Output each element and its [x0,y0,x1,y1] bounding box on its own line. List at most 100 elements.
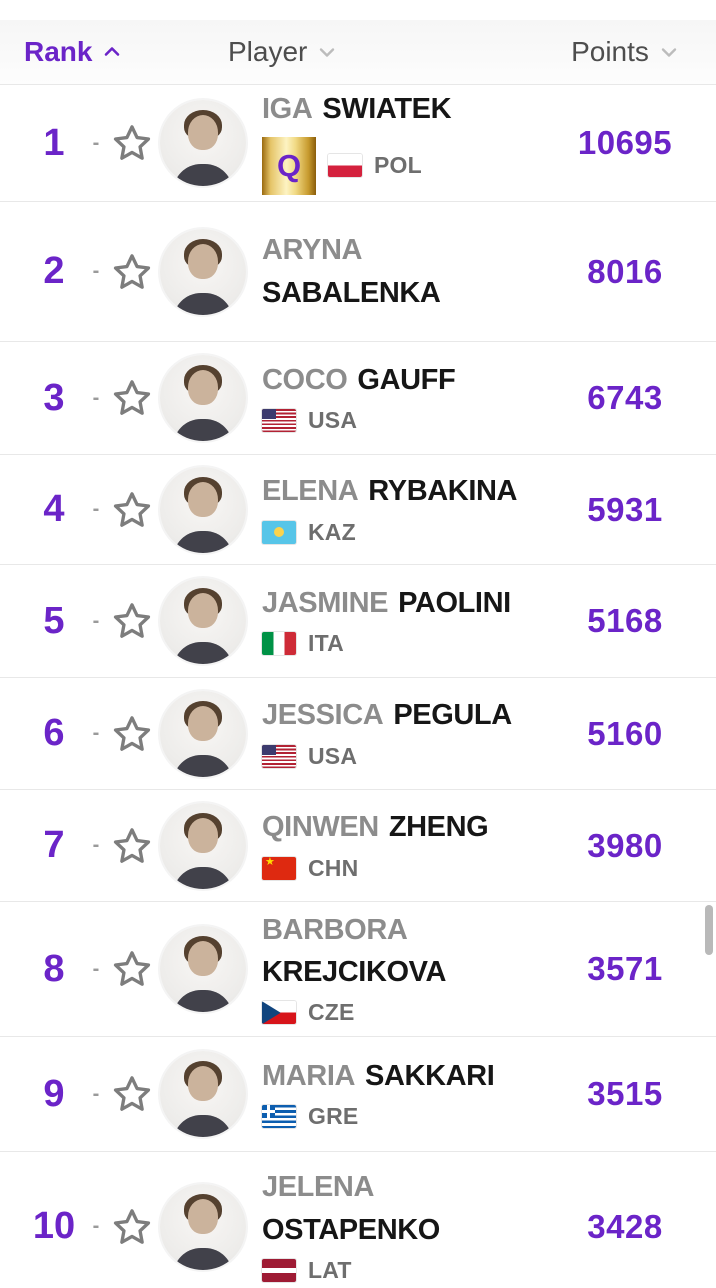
table-row[interactable]: 6 - JESSICA PEGULA USA 5160 [0,678,716,790]
points-value: 3428 [587,1207,663,1245]
cze-flag-icon [262,1001,296,1025]
player-photo[interactable] [160,926,246,1012]
avatar-face [188,370,218,405]
usa-flag-icon [262,409,296,433]
rank-movement-indicator: - [92,131,100,154]
player-name-line1: MARIA SAKKARI [262,1058,550,1094]
chevron-up-icon [105,47,120,56]
favorite-star-icon[interactable] [108,377,156,419]
table-row[interactable]: 1 - IGA SWIATEK Q POL 10695 [0,85,716,202]
player-name-line1: BARBORA [262,912,550,948]
rank-movement-indicator: - [92,260,100,282]
player-country-line: USA [262,407,550,434]
player-last-name: SABALENKA [262,276,441,309]
player-last-name: KREJCIKOVA [262,956,446,988]
player-first-name: JASMINE [262,586,389,619]
rank-movement-indicator: - [92,386,100,409]
player-name-cell[interactable]: JESSICA PEGULA USA [262,697,550,769]
avatar-face [188,1198,218,1234]
favorite-star-icon[interactable] [108,1073,156,1115]
player-photo[interactable] [160,1183,246,1270]
kaz-flag-icon [262,520,296,544]
country-code: USA [308,742,358,769]
avatar-shoulders [173,164,233,186]
table-row[interactable]: 2 - ARYNA SABALENKA 8016 [0,202,716,342]
column-header-player[interactable]: Player [228,36,550,68]
rank-number: 7 [43,824,65,866]
rank-number: 3 [43,376,65,419]
player-photo[interactable] [160,690,246,777]
table-row[interactable]: 7 - QINWEN ZHENG ★ CHN 3980 [0,790,716,902]
table-row[interactable]: 10 - JELENA OSTAPENKO LAT 3428 [0,1152,716,1288]
favorite-star-icon[interactable] [108,251,156,293]
player-country-line: GRE [262,1103,550,1130]
table-row[interactable]: 4 - ELENA RYBAKINA KAZ 5931 [0,455,716,565]
player-first-name: IGA [262,93,313,126]
player-name-cell[interactable]: JASMINE PAOLINI ITA [262,585,550,657]
player-photo[interactable] [160,578,246,664]
favorite-star-icon[interactable] [108,600,156,642]
player-name-cell[interactable]: JELENA OSTAPENKO LAT [262,1169,550,1284]
player-name-line1: QINWEN ZHENG [262,809,550,845]
rank-movement-indicator: - [92,1215,100,1237]
player-country-line: LAT [262,1257,550,1284]
avatar-shoulders [173,1115,233,1137]
player-name-cell[interactable]: MARIA SAKKARI GRE [262,1058,550,1130]
player-photo[interactable] [160,355,246,441]
ita-flag-icon [262,632,296,656]
table-row[interactable]: 5 - JASMINE PAOLINI ITA 5168 [0,565,716,678]
player-name-cell[interactable]: ARYNA SABALENKA [262,232,550,311]
player-name-cell[interactable]: IGA SWIATEK Q POL [262,91,550,195]
player-country-line: USA [262,743,550,770]
player-photo[interactable] [160,466,246,553]
player-photo[interactable] [160,100,246,186]
favorite-star-icon[interactable] [108,713,156,755]
player-last-name: PAOLINI [398,586,511,619]
table-row[interactable]: 9 - MARIA SAKKARI GRE 3515 [0,1037,716,1152]
rank-movement-indicator: - [92,722,100,744]
player-name-line1: ARYNA [262,232,550,268]
points-value: 5931 [587,490,663,528]
usa-flag-icon [262,744,296,768]
rank-header-label: Rank [24,36,93,67]
rank-number: 4 [43,488,65,530]
favorite-star-icon[interactable] [108,825,156,867]
favorite-star-icon[interactable] [108,1206,156,1248]
column-header-rank[interactable]: Rank [0,36,228,68]
avatar-shoulders [173,990,233,1012]
avatar-shoulders [173,1247,233,1270]
rank-number: 6 [43,712,65,754]
qualified-badge: Q [262,136,316,195]
player-country-line: KAZ [262,519,550,546]
player-first-name: ELENA [262,475,359,508]
player-first-name: JESSICA [262,699,384,732]
player-photo[interactable] [160,1051,246,1137]
favorite-star-icon[interactable] [108,948,156,990]
player-name-cell[interactable]: BARBORA KREJCIKOVA CZE [262,912,550,1027]
rank-number: 5 [43,599,65,642]
avatar-face [188,705,218,741]
player-first-name: COCO [262,363,348,396]
table-row[interactable]: 8 - BARBORA KREJCIKOVA CZE 3571 [0,902,716,1037]
points-value: 10695 [577,124,673,161]
favorite-star-icon[interactable] [108,489,156,531]
scrollbar-thumb[interactable] [705,905,713,955]
player-photo[interactable] [160,802,246,889]
rank-number: 10 [32,1205,76,1247]
column-header-points[interactable]: Points [550,36,700,68]
points-value: 5160 [587,714,663,752]
rank-number: 9 [43,1072,65,1115]
player-name-cell[interactable]: COCO GAUFF USA [262,362,550,434]
avatar-face [188,593,218,628]
table-row[interactable]: 3 - COCO GAUFF USA 6743 [0,342,716,455]
player-name-cell[interactable]: ELENA RYBAKINA KAZ [262,473,550,545]
country-code: USA [308,407,358,434]
player-country-line: CZE [262,999,550,1026]
rank-movement-indicator: - [92,1082,100,1105]
points-value: 3515 [587,1075,663,1112]
player-name-cell[interactable]: QINWEN ZHENG ★ CHN [262,809,550,881]
favorite-star-icon[interactable] [108,122,156,164]
points-value: 3571 [587,950,663,987]
pol-flag-icon [328,154,362,178]
player-photo[interactable] [160,228,246,315]
